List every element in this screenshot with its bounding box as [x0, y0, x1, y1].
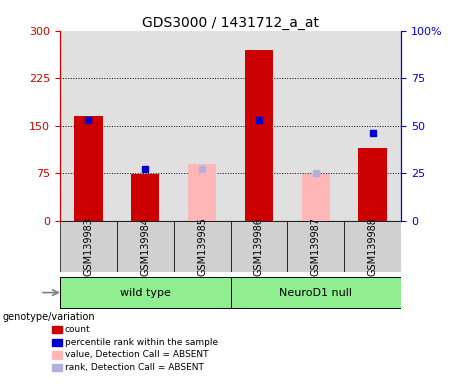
FancyBboxPatch shape [60, 277, 230, 308]
Text: GSM139987: GSM139987 [311, 217, 321, 276]
Text: percentile rank within the sample: percentile rank within the sample [65, 338, 218, 347]
Text: NeuroD1 null: NeuroD1 null [279, 288, 352, 298]
Title: GDS3000 / 1431712_a_at: GDS3000 / 1431712_a_at [142, 16, 319, 30]
FancyBboxPatch shape [230, 277, 401, 308]
Text: rank, Detection Call = ABSENT: rank, Detection Call = ABSENT [65, 363, 203, 372]
Text: GSM139985: GSM139985 [197, 217, 207, 276]
Bar [131, 174, 160, 221]
Text: count: count [65, 325, 90, 334]
Text: value, Detection Call = ABSENT: value, Detection Call = ABSENT [65, 350, 208, 359]
FancyBboxPatch shape [287, 221, 344, 271]
Bar [188, 164, 216, 221]
FancyBboxPatch shape [344, 221, 401, 271]
Bar [74, 116, 102, 221]
Text: genotype/variation: genotype/variation [2, 312, 95, 322]
FancyBboxPatch shape [230, 221, 287, 271]
Text: wild type: wild type [120, 288, 171, 298]
FancyBboxPatch shape [174, 221, 230, 271]
Bar [245, 50, 273, 221]
Text: GSM139983: GSM139983 [83, 217, 94, 276]
Text: GSM139984: GSM139984 [140, 217, 150, 276]
Text: GSM139988: GSM139988 [367, 217, 378, 276]
FancyBboxPatch shape [117, 221, 174, 271]
Bar [358, 148, 387, 221]
FancyBboxPatch shape [60, 221, 117, 271]
Bar [301, 174, 330, 221]
Text: GSM139986: GSM139986 [254, 217, 264, 276]
